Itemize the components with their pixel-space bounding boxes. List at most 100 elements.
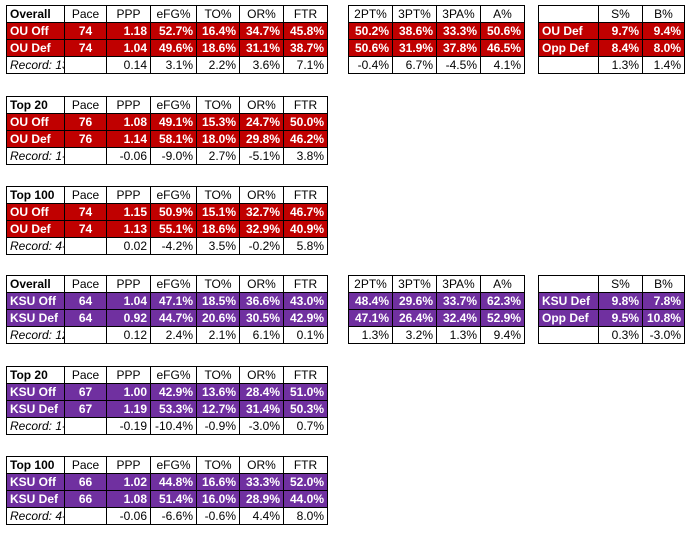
stat-cell: 50.6% [480, 22, 525, 40]
diff-cell: 8.0% [283, 507, 328, 525]
stat-cell: 66 [64, 473, 107, 491]
stat-cell: 38.7% [283, 39, 328, 57]
stat-cell: 67 [64, 400, 107, 418]
diff-cell: 2.7% [196, 147, 240, 165]
column-header: B% [642, 275, 685, 293]
header-row: Overall Pace PPP eFG% TO% OR% FTR [6, 275, 328, 293]
stat-cell: 49.1% [150, 113, 197, 131]
diff-cell: 1.3% [436, 326, 481, 344]
ou-overall-table: Overall Pace PPP eFG% TO% OR% FTR OU Off 74 1.18 5… [6, 5, 328, 74]
team-row: OU Def 74 1.13 55.1% 18.6% 32.9% 40.9% [6, 220, 328, 238]
diff-row: 0.3% -3.0% [538, 326, 685, 344]
column-header: TO% [196, 366, 240, 384]
record-label: Record: 4-2 [6, 507, 65, 525]
diff-cell: 2.2% [196, 56, 240, 74]
stat-cell: 1.13 [106, 220, 151, 238]
column-header: FTR [283, 96, 328, 114]
stat-cell: 7.8% [642, 292, 685, 310]
stat-cell: 16.4% [196, 22, 240, 40]
stat-cell: 1.15 [106, 203, 151, 221]
ou-steal-block-table: S% B% OU Def 9.7% 9.4% Opp Def 8.4% 8.0% 1.3% 1.4… [538, 5, 685, 74]
team-row: OU Off 74 1.18 52.7% 16.4% 34.7% 45.8% [6, 22, 328, 40]
record-row: Record: 4-3 0.02-4.2%3.5%-0.2%5.8% [6, 237, 328, 255]
stat-cell: 31.1% [239, 39, 284, 57]
column-header: PPP [106, 186, 151, 204]
stat-cell: 51.4% [150, 490, 197, 508]
stat-cell: 16.0% [196, 490, 240, 508]
stat-cell: 47.1% [150, 292, 197, 310]
header-row: Top 100 Pace PPP eFG% TO% OR% FTR [6, 186, 328, 204]
stat-cell: 74 [64, 22, 107, 40]
empty-cell [64, 147, 107, 165]
diff-cell: -5.1% [239, 147, 284, 165]
stat-cell: 38.6% [392, 22, 437, 40]
empty-cell [64, 417, 107, 435]
stat-cell: 15.3% [196, 113, 240, 131]
diff-row: 1.3% 3.2% 1.3% 9.4% [348, 326, 525, 344]
record-label: Record: 12-4 [6, 326, 65, 344]
ksu-overall-table: Overall Pace PPP eFG% TO% OR% FTR KSU Off 64 1.04… [6, 275, 328, 344]
stat-cell: 51.0% [283, 383, 328, 401]
defense-row: OU Def 9.7% 9.4% [538, 22, 685, 40]
stat-cell: 43.0% [283, 292, 328, 310]
column-header: 3PT% [392, 5, 437, 23]
stat-cell: 8.0% [642, 39, 685, 57]
stat-cell: 50.2% [348, 22, 393, 40]
column-header: PPP [106, 366, 151, 384]
row-label: OU Off [6, 22, 65, 40]
team-row: KSU Def 64 0.92 44.7% 20.6% 30.5% 42.9% [6, 309, 328, 327]
column-header: A% [480, 5, 525, 23]
stat-cell: 1.18 [106, 22, 151, 40]
column-header: Pace [64, 186, 107, 204]
diff-cell: -0.6% [196, 507, 240, 525]
stat-cell: 42.9% [283, 309, 328, 327]
block-title: Overall [6, 275, 65, 293]
diff-cell: 3.2% [392, 326, 437, 344]
stat-cell: 1.19 [106, 400, 151, 418]
shooting-row: 47.1% 26.4% 32.4% 52.9% [348, 309, 525, 327]
shooting-row: 48.4% 29.6% 33.7% 62.3% [348, 292, 525, 310]
record-row: Record: 12-4 0.122.4%2.1%6.1%0.1% [6, 326, 328, 344]
stat-cell: 58.1% [150, 130, 197, 148]
stat-cell: 50.6% [348, 39, 393, 57]
diff-cell: -3.0% [642, 326, 685, 344]
diff-row: -0.4% 6.7% -4.5% 4.1% [348, 56, 525, 74]
row-label: OU Def [6, 39, 65, 57]
ksu-steal-block-table: S% B% KSU Def 9.8% 7.8% Opp Def 9.5% 10.8% 0.3% -… [538, 275, 685, 344]
row-label: KSU Off [6, 383, 65, 401]
column-header: 2PT% [348, 275, 393, 293]
empty-cell [64, 237, 107, 255]
stat-cell: 18.0% [196, 130, 240, 148]
diff-cell: 0.02 [106, 237, 151, 255]
stat-cell: 45.8% [283, 22, 328, 40]
stat-cell: 29.8% [239, 130, 284, 148]
team-row: KSU Def 67 1.19 53.3% 12.7% 31.4% 50.3% [6, 400, 328, 418]
diff-cell: 0.14 [106, 56, 151, 74]
column-header: TO% [196, 275, 240, 293]
row-label: Opp Def [538, 39, 599, 57]
empty-cell [538, 326, 599, 344]
stat-cell: 33.7% [436, 292, 481, 310]
stat-cell: 18.6% [196, 220, 240, 238]
stat-cell: 13.6% [196, 383, 240, 401]
row-label: OU Off [6, 203, 65, 221]
diff-cell: -9.0% [150, 147, 197, 165]
column-header: Pace [64, 5, 107, 23]
column-header: FTR [283, 5, 328, 23]
stat-cell: 18.6% [196, 39, 240, 57]
defense-row: KSU Def 9.8% 7.8% [538, 292, 685, 310]
block-title: Top 20 [6, 96, 65, 114]
stat-cell: 28.9% [239, 490, 284, 508]
stat-cell: 18.5% [196, 292, 240, 310]
stat-cell: 62.3% [480, 292, 525, 310]
stat-cell: 44.7% [150, 309, 197, 327]
record-label: Record: 13-3 [6, 56, 65, 74]
team-row: OU Off 76 1.08 49.1% 15.3% 24.7% 50.0% [6, 113, 328, 131]
block-title: Top 20 [6, 366, 65, 384]
stat-cell: 15.1% [196, 203, 240, 221]
ou-top100-table: Top 100 Pace PPP eFG% TO% OR% FTR OU Off 74 1.15 5… [6, 186, 328, 255]
row-label: OU Def [538, 22, 599, 40]
shooting-row: 50.6% 31.9% 37.8% 46.5% [348, 39, 525, 57]
stat-cell: 32.7% [239, 203, 284, 221]
stat-cell: 33.3% [239, 473, 284, 491]
